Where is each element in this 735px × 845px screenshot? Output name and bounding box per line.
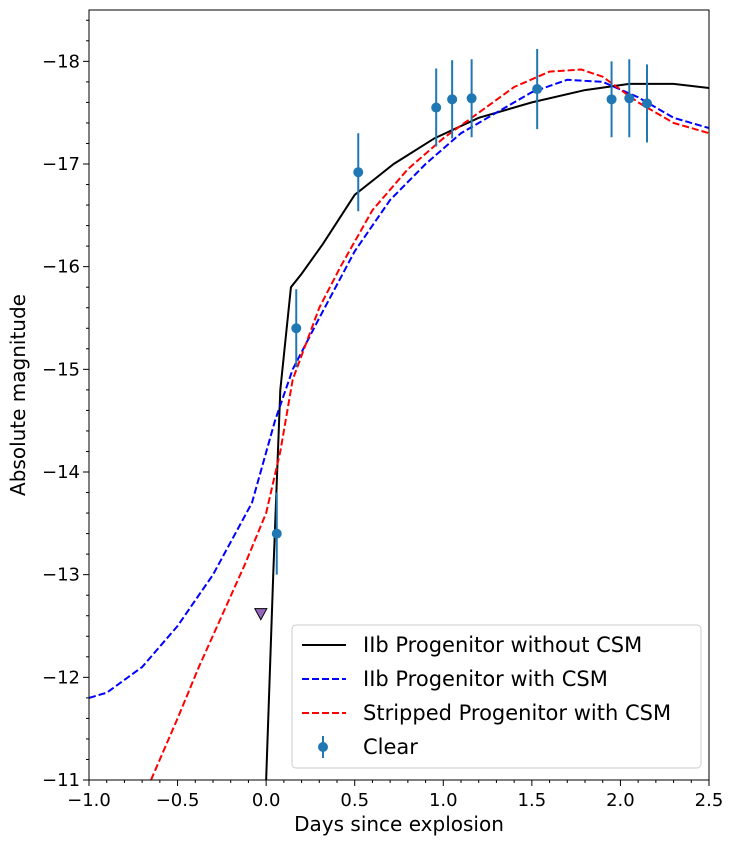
x-tick-label: −0.5 bbox=[156, 790, 200, 811]
x-tick-label: 2.0 bbox=[606, 790, 635, 811]
data-point bbox=[353, 167, 364, 178]
y-tick-label: −18 bbox=[42, 51, 80, 72]
data-point bbox=[532, 84, 543, 95]
series-line-2 bbox=[150, 68, 709, 780]
axes-group: −1.0 −0.5 0.0 0.5 1.0 1.5 2.0 2.5 −11 −12 −13 −14 −1… bbox=[42, 19, 724, 811]
legend-point-swatch bbox=[318, 742, 328, 752]
data-point bbox=[642, 98, 652, 109]
legend-label: IIb Progenitor with CSM bbox=[363, 667, 608, 691]
legend-label: Clear bbox=[363, 735, 418, 759]
x-tick-label: 0.5 bbox=[340, 790, 369, 811]
series-line-1 bbox=[89, 78, 709, 699]
y-tick-label: −17 bbox=[42, 154, 80, 175]
y-axis-label: Absolute magnitude bbox=[6, 294, 30, 496]
y-tick-label: −14 bbox=[42, 462, 80, 483]
y-tick-label: −11 bbox=[42, 770, 80, 791]
y-tick-label: −16 bbox=[42, 257, 80, 278]
plot-frame bbox=[88, 9, 710, 781]
y-tick-label: −15 bbox=[42, 359, 80, 380]
legend-label: IIb Progenitor without CSM bbox=[363, 633, 642, 657]
x-tick-label: 1.5 bbox=[518, 790, 547, 811]
data-point bbox=[466, 93, 477, 104]
x-tick-label: −1.0 bbox=[67, 790, 111, 811]
data-point bbox=[447, 94, 458, 105]
data-point bbox=[624, 93, 635, 104]
x-tick-label: 2.5 bbox=[695, 790, 724, 811]
y-tick-label: −12 bbox=[42, 667, 80, 688]
legend: IIb Progenitor without CSM IIb Progenitor… bbox=[291, 624, 702, 769]
x-tick-label: 0.0 bbox=[252, 790, 281, 811]
y-tick-label: −13 bbox=[42, 565, 80, 586]
data-point bbox=[431, 102, 442, 113]
x-axis-label: Days since explosion bbox=[294, 812, 504, 836]
data-point bbox=[291, 323, 302, 334]
data-point bbox=[606, 94, 617, 105]
data-point bbox=[271, 528, 282, 539]
x-tick-label: 1.0 bbox=[429, 790, 458, 811]
upper-limit-marker bbox=[253, 608, 268, 621]
legend-frame bbox=[291, 624, 702, 769]
data-points-group bbox=[253, 49, 652, 621]
legend-label: Stripped Progenitor with CSM bbox=[363, 701, 671, 725]
series-group bbox=[89, 68, 709, 780]
